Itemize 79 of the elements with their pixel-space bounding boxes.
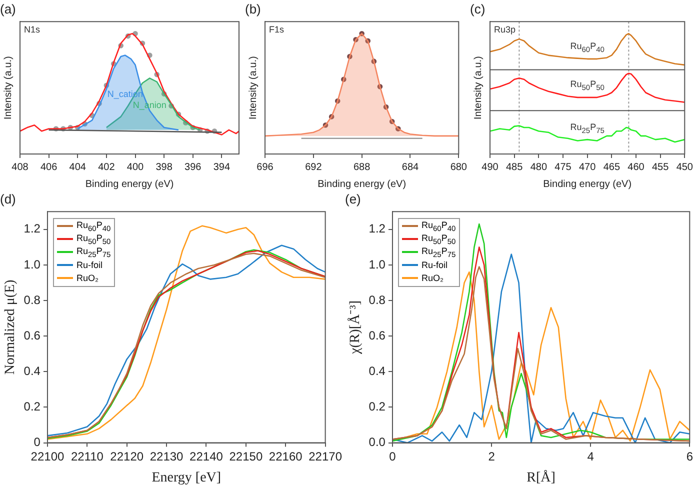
chart-title: (b) [245, 1, 261, 16]
x-tick-label: 398 [156, 162, 173, 173]
x-tick-label: 394 [213, 162, 230, 173]
x-tick-label: 408 [12, 162, 29, 173]
x-tick-label: 22130 [150, 449, 184, 464]
x-tick-label: 22100 [30, 449, 64, 464]
y-tick-label: 0.2 [368, 400, 386, 414]
x-tick-label: 450 [676, 162, 694, 173]
y-tick-label: 0.4 [24, 364, 41, 378]
y-tick-label: 0.4 [368, 364, 386, 378]
x-tick-label: 470 [578, 162, 596, 173]
x-tick-label: 22140 [190, 449, 224, 464]
annotation: Ru3p [494, 24, 516, 35]
x-tick-label: 465 [603, 162, 620, 173]
x-tick-label: 22160 [268, 449, 303, 464]
chart-title: (c) [470, 1, 486, 16]
y-tick-label: 1.0 [24, 257, 41, 272]
x-axis-title: Binding energy (eV) [85, 178, 174, 190]
y-axis-title: Normalized μ(E) [3, 279, 18, 375]
series-label: Ru$_{50}$P$_{50}$ [570, 80, 604, 92]
x-tick-label: 22120 [110, 449, 144, 464]
y-tick-label: 0.2 [24, 400, 41, 414]
y-tick-label: 1.2 [24, 222, 41, 236]
chart-title: (e) [345, 191, 361, 206]
y-axis-title: Intensity (a.u.) [472, 56, 484, 120]
legend-label: RuO₂ [421, 273, 444, 284]
x-tick-label: 485 [506, 162, 524, 173]
x-tick-label: 396 [184, 162, 202, 173]
x-tick-label: 22110 [70, 449, 104, 464]
x-tick-label: 684 [402, 162, 420, 173]
x-tick-label: 490 [482, 162, 499, 173]
x-tick-label: 404 [69, 162, 86, 173]
x-tick-label: 692 [305, 162, 322, 173]
x-tick-label: 680 [450, 162, 468, 173]
y-tick-label: 0.8 [24, 292, 41, 307]
y-tick-label: 0.6 [368, 328, 386, 342]
legend-label: Ru$_{50}$P$_{50}$ [421, 232, 456, 246]
y-axis-title: χ(R)[Å⁻³] [347, 300, 364, 355]
series-label: Ru$_{60}$P$_{40}$ [570, 41, 604, 54]
chart-title: (a) [0, 1, 16, 16]
x-tick-label: 2 [488, 449, 496, 464]
legend-label: Ru$_{60}$P$_{40}$ [421, 220, 456, 232]
y-axis-title: Intensity (a.u.) [248, 56, 259, 120]
x-axis-title: Energy [eV] [152, 470, 222, 486]
x-tick-label: 402 [98, 162, 116, 173]
x-tick-label: 480 [530, 162, 548, 173]
legend-label: Ru-foil [76, 260, 102, 270]
x-tick-label: 406 [40, 162, 58, 173]
x-tick-label: 22150 [229, 449, 263, 464]
y-tick-label: 0.6 [24, 328, 41, 342]
x-tick-label: 460 [628, 162, 645, 173]
x-axis-title: Binding energy (eV) [543, 178, 632, 190]
legend-label: Ru$_{60}$P$_{40}$ [76, 220, 111, 232]
x-tick-label: 696 [256, 162, 274, 173]
y-tick-label: 1.0 [368, 257, 386, 272]
legend-label: Ru-foil [421, 260, 448, 270]
x-tick-label: 400 [126, 162, 144, 173]
legend-label: RuO₂ [76, 273, 98, 284]
x-tick-label: 0 [389, 449, 396, 464]
annotation: N1s [24, 24, 41, 35]
y-tick-label: 0 [34, 435, 41, 450]
x-tick-label: 4 [587, 449, 594, 464]
x-tick-label: 475 [554, 162, 572, 173]
y-axis-title: Intensity (a.u.) [2, 56, 14, 120]
x-tick-label: 688 [353, 162, 371, 173]
annotation: F1s [269, 24, 285, 35]
x-tick-label: 22170 [308, 449, 342, 464]
x-axis-title: R[Å] [526, 469, 556, 486]
y-tick-label: 1.2 [368, 222, 386, 236]
legend-label: Ru$_{25}$P$_{75}$ [76, 246, 111, 258]
x-tick-label: 455 [652, 162, 670, 173]
y-tick-label: 0.8 [368, 292, 386, 307]
y-tick-label: 0.0 [368, 435, 386, 450]
legend-label: Ru$_{50}$P$_{50}$ [76, 232, 111, 246]
legend-label: Ru$_{25}$P$_{75}$ [421, 246, 456, 258]
x-axis-title: Binding energy (eV) [318, 178, 406, 190]
series-label: Ru$_{25}$P$_{75}$ [570, 122, 604, 135]
chart-title: (d) [0, 191, 16, 206]
x-tick-label: 6 [686, 449, 694, 464]
